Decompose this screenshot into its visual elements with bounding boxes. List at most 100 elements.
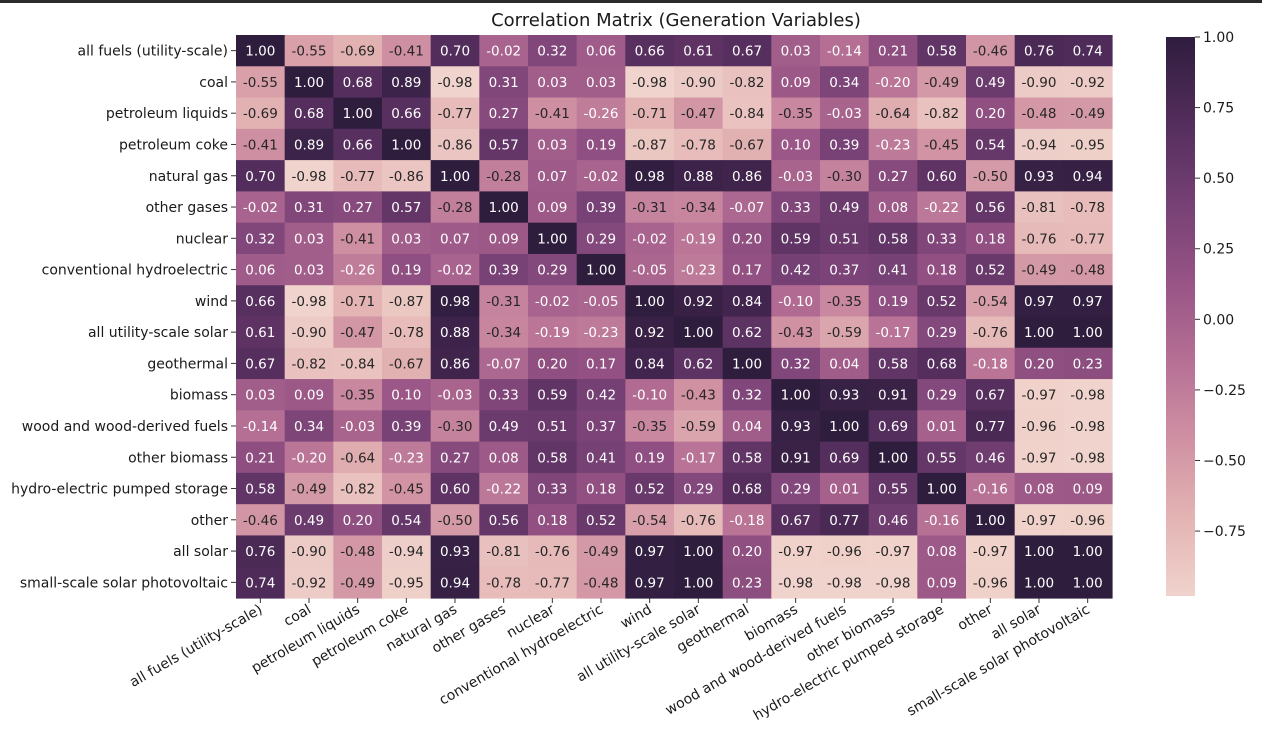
cell-value-label: -0.02 <box>486 44 521 60</box>
heatmap-cell <box>479 253 529 286</box>
cell-value-label: 0.68 <box>732 482 762 498</box>
colorbar-tick-label: 0.75 <box>1203 101 1234 117</box>
heatmap-cell <box>917 535 967 568</box>
cell-value-label: 1.00 <box>245 44 275 60</box>
heatmap-cell <box>771 535 821 568</box>
cell-value-label: 1.00 <box>1073 575 1103 591</box>
heatmap-cell <box>382 379 432 411</box>
cell-value-label: 0.37 <box>586 419 616 435</box>
cell-value-label: -0.46 <box>973 44 1008 60</box>
heatmap-cell <box>966 316 1016 349</box>
cell-value-label: -0.98 <box>1070 450 1105 466</box>
cell-value-label: 0.33 <box>537 482 567 498</box>
heatmap-cell <box>1014 160 1064 192</box>
heatmap-cell <box>382 35 432 67</box>
cell-value-label: -0.98 <box>876 575 911 591</box>
heatmap-cell <box>966 504 1016 537</box>
heatmap-cell <box>479 128 529 161</box>
heatmap-cell <box>284 410 334 443</box>
cell-value-label: -0.76 <box>1022 231 1057 247</box>
heatmap-cell <box>576 97 626 130</box>
heatmap-cell <box>917 191 967 224</box>
heatmap-cell <box>236 222 286 255</box>
heatmap-cell <box>479 441 529 474</box>
heatmap-cell <box>674 97 724 130</box>
cell-value-label: -0.59 <box>827 325 862 341</box>
heatmap-cell <box>236 285 286 318</box>
heatmap-cell <box>625 535 675 568</box>
heatmap-cell <box>284 35 334 67</box>
heatmap-cell <box>868 441 918 474</box>
cell-value-label: -0.41 <box>243 137 278 153</box>
colorbar-tick-label: −0.25 <box>1203 383 1246 399</box>
cell-value-label: -0.35 <box>827 294 862 310</box>
heatmap-cell <box>528 222 578 255</box>
cell-value-label: 0.04 <box>732 419 762 435</box>
cell-value-label: 0.92 <box>683 294 713 310</box>
heatmap-cell <box>284 128 334 161</box>
cell-value-label: -0.07 <box>730 200 765 216</box>
cell-value-label: 0.76 <box>1024 44 1054 60</box>
cell-value-label: -0.98 <box>778 575 813 591</box>
heatmap-cell <box>1014 222 1064 255</box>
y-tick-label: petroleum liquids <box>106 106 228 122</box>
cell-value-label: -0.28 <box>438 200 473 216</box>
cell-value-label: -0.97 <box>778 544 813 560</box>
cell-value-label: -0.02 <box>535 294 570 310</box>
cell-value-label: -0.22 <box>924 200 959 216</box>
heatmap-cell <box>820 316 870 349</box>
cell-value-label: -0.78 <box>681 137 716 153</box>
cell-value-label: -0.45 <box>924 137 959 153</box>
heatmap-cell <box>820 410 870 443</box>
cell-value-label: 0.57 <box>489 137 519 153</box>
heatmap-cell <box>722 535 772 568</box>
cell-value-label: -0.94 <box>1022 137 1057 153</box>
cell-value-label: 0.98 <box>440 294 470 310</box>
cell-value-label: 0.39 <box>489 263 519 279</box>
heatmap-cell <box>382 347 432 380</box>
heatmap-cell <box>430 253 480 286</box>
heatmap-cell <box>1014 410 1064 443</box>
heatmap-cell <box>576 347 626 380</box>
cell-value-label: -0.49 <box>340 575 375 591</box>
heatmap-cell <box>1063 566 1113 599</box>
heatmap-cell <box>917 128 967 161</box>
cell-value-label: 0.68 <box>927 356 957 372</box>
cell-value-label: 0.09 <box>537 200 567 216</box>
cell-value-label: -0.50 <box>438 513 473 529</box>
cell-value-label: -0.76 <box>973 325 1008 341</box>
cell-value-label: -0.77 <box>535 575 570 591</box>
cell-value-label: 1.00 <box>683 544 713 560</box>
cell-value-label: 0.68 <box>294 106 324 122</box>
heatmap-cell <box>284 253 334 286</box>
cell-value-label: 0.66 <box>343 137 373 153</box>
cell-value-label: 0.49 <box>489 419 519 435</box>
heatmap-cell <box>284 191 334 224</box>
heatmap-cell <box>284 160 334 192</box>
heatmap-cell <box>479 316 529 349</box>
cell-value-label: 0.88 <box>683 169 713 185</box>
cell-value-label: 0.10 <box>391 388 421 404</box>
heatmap-cell <box>528 160 578 192</box>
heatmap-cell <box>333 160 383 192</box>
heatmap-cell <box>479 472 529 505</box>
heatmap-cell <box>236 472 286 505</box>
cell-value-label: -0.64 <box>340 450 375 466</box>
heatmap-cell <box>674 160 724 192</box>
heatmap-cell <box>917 316 967 349</box>
heatmap-cell <box>868 97 918 130</box>
cell-value-label: -0.81 <box>1022 200 1057 216</box>
cell-value-label: 0.06 <box>245 263 275 279</box>
cell-value-label: 0.29 <box>683 482 713 498</box>
cell-value-label: -0.54 <box>632 513 667 529</box>
cell-value-label: 0.20 <box>343 513 373 529</box>
cell-value-label: 0.07 <box>537 169 567 185</box>
heatmap-cell <box>528 535 578 568</box>
cell-value-label: -0.82 <box>924 106 959 122</box>
y-tick-label: all utility-scale solar <box>88 325 228 341</box>
heatmap-cell <box>1014 504 1064 537</box>
heatmap-cell <box>382 316 432 349</box>
heatmap-cell <box>722 128 772 161</box>
heatmap-cell <box>430 35 480 67</box>
heatmap-cell <box>625 441 675 474</box>
